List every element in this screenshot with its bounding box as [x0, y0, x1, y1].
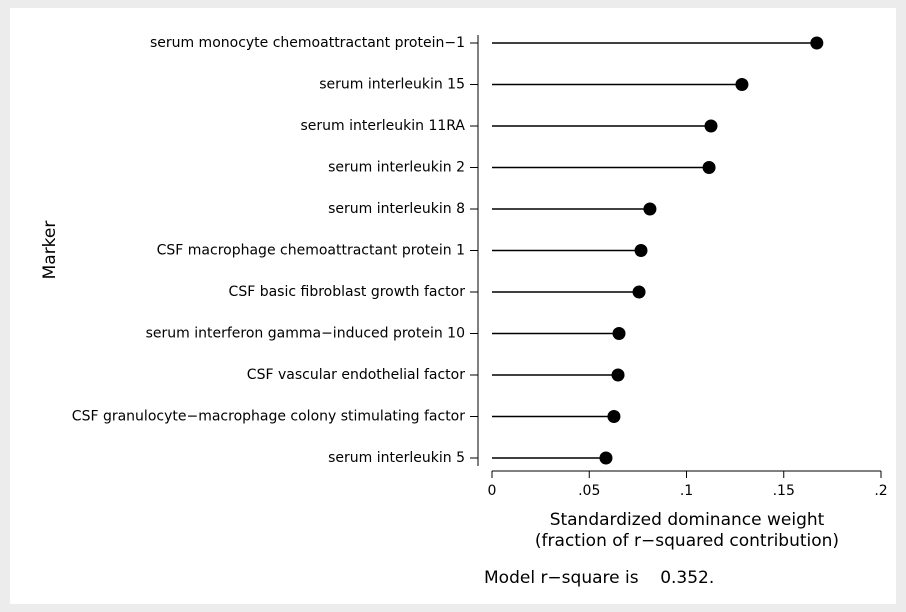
- y-axis-title: Marker: [40, 221, 60, 280]
- x-axis-title: (fraction of r−squared contribution): [535, 531, 839, 551]
- dot: [632, 285, 646, 299]
- y-tick-label: serum interleukin 5: [328, 450, 465, 466]
- y-tick-label: serum interleukin 11RA: [301, 118, 466, 134]
- y-tick-label: serum monocyte chemoattractant protein−1: [150, 35, 465, 51]
- dot: [702, 161, 716, 174]
- y-tick-label: CSF basic fibroblast growth factor: [229, 284, 466, 300]
- dot: [612, 327, 626, 340]
- y-tick-label: serum interferon gamma−induced protein 1…: [146, 326, 465, 342]
- dot: [810, 36, 824, 50]
- dot: [735, 78, 749, 91]
- x-tick-label: 0: [488, 483, 497, 499]
- y-tick-label: serum interleukin 15: [319, 77, 465, 93]
- dot: [607, 410, 621, 423]
- x-axis-title: Standardized dominance weight: [550, 510, 825, 530]
- dot: [643, 202, 657, 216]
- dot: [704, 119, 718, 133]
- plot-region: [10, 8, 896, 604]
- dot: [599, 451, 613, 465]
- x-tick-label: .2: [874, 483, 887, 499]
- y-tick-label: serum interleukin 8: [328, 201, 465, 217]
- dot: [611, 368, 625, 382]
- y-tick-label: serum interleukin 2: [328, 160, 465, 176]
- y-tick-label: CSF vascular endothelial factor: [247, 367, 465, 383]
- y-tick-label: CSF granulocyte−macrophage colony stimul…: [72, 409, 465, 425]
- annotation: Model r−square is 0.352.: [484, 568, 714, 588]
- x-tick-label: .1: [680, 483, 693, 499]
- dot: [634, 244, 648, 257]
- x-tick-label: .15: [773, 483, 795, 499]
- y-tick-label: CSF macrophage chemoattractant protein 1: [157, 243, 465, 259]
- x-tick-label: .05: [578, 483, 600, 499]
